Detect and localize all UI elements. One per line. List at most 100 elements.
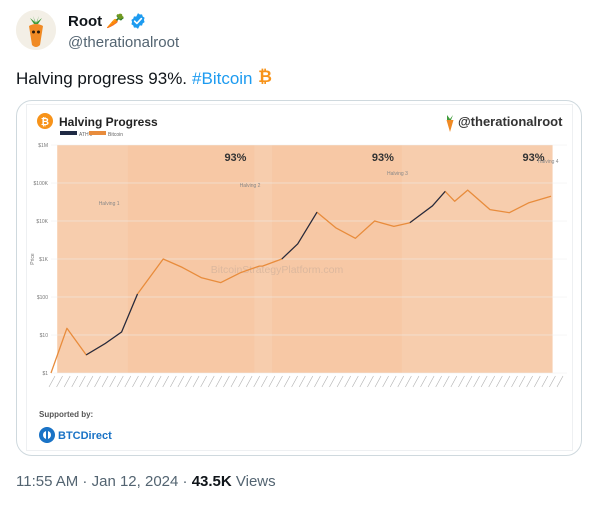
x-tick-mark (314, 375, 321, 388)
author-name-text: Root (68, 12, 103, 30)
chart-watermark-handle: @therationalroot (458, 114, 563, 129)
sponsor-name: BTCDirect (58, 430, 112, 442)
x-tick-mark (200, 375, 207, 388)
x-tick-mark (435, 375, 442, 388)
x-tick-mark (298, 375, 306, 388)
x-tick-mark (86, 375, 94, 388)
x-tick-mark (405, 375, 412, 388)
btcdirect-logo-icon (39, 427, 55, 443)
tweet-time[interactable]: 11:55 AM (16, 473, 79, 490)
x-tick-mark (223, 375, 230, 388)
x-tick-mark (306, 375, 314, 388)
x-tick-mark (450, 375, 458, 388)
x-tick-mark (79, 375, 86, 388)
x-tick-mark (207, 375, 215, 388)
x-tick-mark (549, 375, 556, 388)
x-tick-mark (503, 375, 511, 388)
halving-label: Halving 4 (538, 159, 559, 165)
x-tick-mark (238, 375, 245, 388)
x-tick-mark (283, 375, 291, 388)
x-tick-mark (443, 375, 450, 388)
ath-segment (281, 211, 318, 260)
y-tick-label: $1M (38, 143, 48, 149)
author-handle[interactable]: @therationalroot (68, 34, 180, 51)
x-tick-mark (101, 375, 109, 388)
tweet-body: Halving progress 93%. (16, 68, 188, 88)
x-tick-mark (321, 375, 329, 388)
legend-label-ath: ATH's (79, 132, 93, 138)
hashtag-link[interactable]: #Bitcoin (192, 68, 253, 88)
x-tick-mark (268, 375, 276, 388)
supported-by-label: Supported by: (39, 410, 93, 419)
chart-axes: $1 $10 $100 $1K $10K $100K $1M Price (30, 143, 567, 388)
x-tick-mark (367, 375, 374, 388)
bitcoin-glyph: ₿ (258, 67, 272, 85)
x-tick-mark (116, 375, 124, 388)
halving-label: Halving 2 (240, 183, 261, 189)
y-tick-label: $1 (42, 371, 48, 377)
x-tick-mark (420, 375, 427, 388)
x-tick-mark (291, 375, 298, 388)
x-tick-mark (397, 375, 405, 388)
views-label: Views (231, 473, 276, 490)
x-tick-mark (533, 375, 541, 388)
x-tick-mark (352, 375, 359, 388)
y-tick-label: $100K (34, 181, 49, 187)
media-card[interactable]: ₿ Halving Progress @therationalroot ATH'… (16, 100, 582, 456)
y-tick-label: $10 (40, 333, 49, 339)
x-tick-mark (412, 375, 420, 388)
x-tick-mark (496, 375, 503, 388)
x-tick-mark (139, 375, 147, 388)
x-tick-mark (109, 375, 116, 388)
y-tick-label: $100 (37, 295, 48, 301)
ath-segment (85, 293, 139, 356)
halving-label: Halving 1 (99, 201, 120, 207)
bitcoin-emoji: ₿ (256, 67, 274, 90)
x-tick-mark (541, 375, 549, 388)
legend-label-bitcoin: Bitcoin (108, 132, 123, 138)
views-count: 43.5K (191, 473, 232, 490)
x-tick-mark (215, 375, 223, 388)
x-tick-mark (480, 375, 488, 388)
bitcoin-logo-icon (37, 113, 53, 129)
x-tick-mark (389, 375, 397, 388)
watermark-logo (446, 115, 454, 132)
x-tick-mark (488, 375, 496, 388)
y-tick-label: $10K (36, 219, 48, 225)
legend-swatch-bitcoin (89, 131, 106, 135)
author-name[interactable]: Root 🥕 (68, 12, 147, 30)
x-tick-mark (253, 375, 260, 388)
x-tick-mark (336, 375, 344, 388)
x-tick-mark (48, 375, 56, 388)
x-tick-mark (71, 375, 79, 388)
x-tick-mark (162, 375, 169, 388)
avatar[interactable] (16, 10, 56, 50)
x-tick-mark (261, 375, 268, 388)
halving-label: Halving 3 (387, 171, 408, 177)
bitcoin-icon: ₿ (258, 67, 272, 87)
x-tick-mark (511, 375, 518, 388)
tweet-date[interactable]: Jan 12, 2024 (91, 473, 179, 490)
x-tick-mark (63, 375, 71, 388)
x-tick-mark (230, 375, 238, 388)
halving-progress-label: 93% (372, 152, 394, 164)
chart-labels: 93% 93% 93% Halving 1 Halving 2 Halving 3 Halv… (99, 152, 559, 207)
x-tick-mark (276, 375, 283, 388)
chart-image: ₿ Halving Progress @therationalroot ATH'… (27, 105, 572, 450)
x-tick-mark (154, 375, 162, 388)
x-tick-mark (56, 375, 63, 388)
chart-watermark-text: BitcoinStrategyPlatform.com (211, 264, 344, 276)
x-tick-mark (374, 375, 382, 388)
carrot-emoji: 🥕 (106, 13, 125, 30)
carrot-small-icon (447, 115, 453, 120)
halving-progress-label: 93% (523, 152, 545, 164)
verified-badge-icon[interactable] (129, 12, 147, 30)
x-tick-mark (192, 375, 200, 388)
x-tick-mark (132, 375, 139, 388)
x-tick-mark (147, 375, 154, 388)
x-tick-mark (518, 375, 526, 388)
x-tick-mark (344, 375, 351, 388)
separator-1: · (78, 473, 92, 490)
y-axis-label: Price (30, 253, 36, 265)
x-tick-mark (177, 375, 185, 388)
